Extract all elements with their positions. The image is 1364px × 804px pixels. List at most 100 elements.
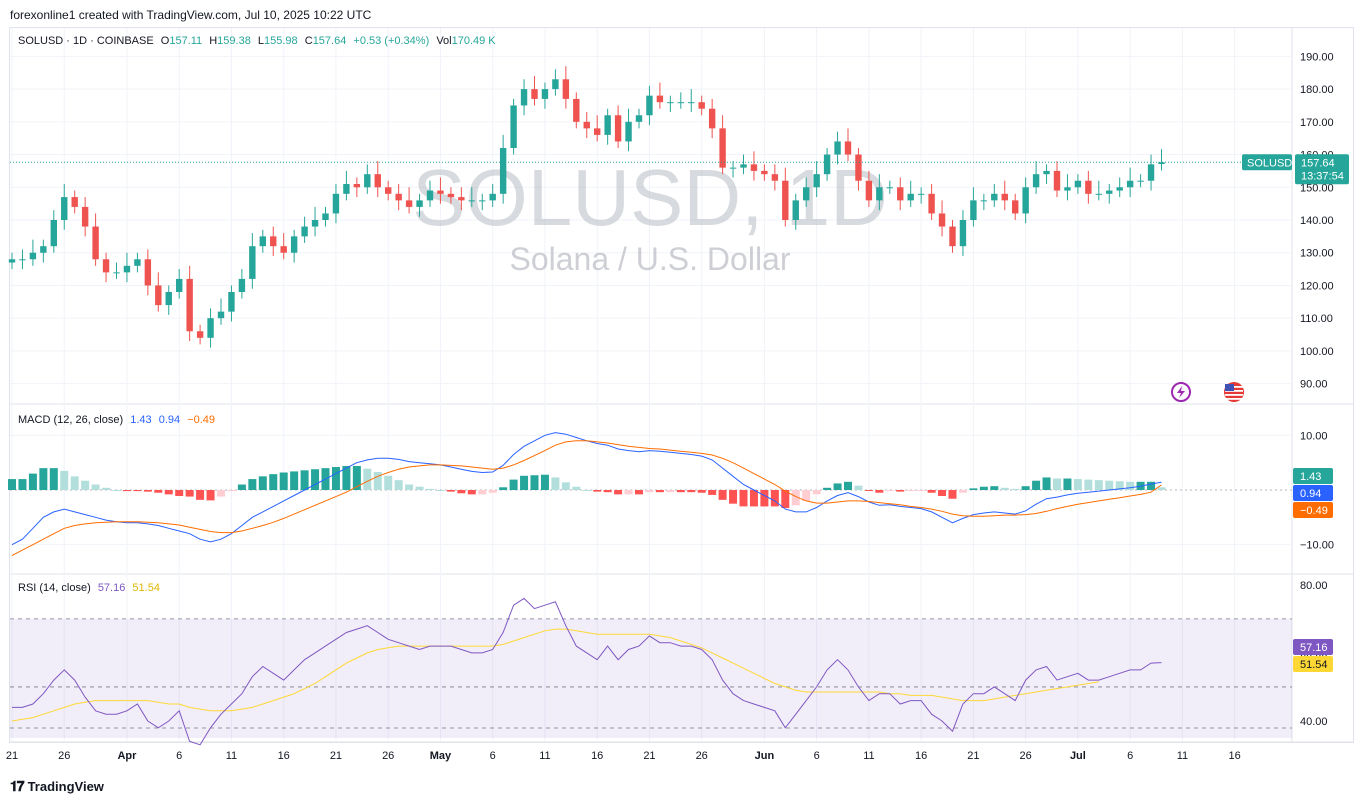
macd-tag-value: 1.43 (1300, 471, 1321, 483)
candle-body (437, 190, 444, 194)
macd-histogram-bar (102, 487, 111, 490)
macd-histogram-bar (185, 490, 194, 497)
macd-histogram-bar (509, 479, 518, 490)
macd-histogram-bar (1157, 487, 1166, 490)
legend-high-label: H (209, 35, 218, 47)
candle-body (886, 187, 893, 189)
macd-histogram-bar (938, 490, 947, 497)
candle-body (541, 89, 549, 99)
legend-close-label: C (304, 35, 313, 47)
candle-body (92, 226, 99, 260)
lightning-icon (1171, 382, 1191, 402)
candle-body (635, 115, 643, 122)
price-tick-label: 170.00 (1300, 117, 1334, 129)
macd-histogram-bar (979, 486, 988, 490)
candle-body (259, 236, 266, 247)
candle-body (196, 331, 204, 338)
macd-histogram-bar (49, 468, 58, 490)
candle-body (980, 200, 988, 202)
candle-body (750, 164, 758, 171)
candle-body (301, 226, 308, 237)
macd-histogram-bar (844, 481, 852, 490)
legend-symbol[interactable]: SOLUSD · 1D · COINBASE (18, 35, 154, 47)
symbol-tag-text: SOLUSD (1247, 157, 1292, 169)
candle-body (520, 89, 528, 106)
macd-histogram-bar (28, 473, 37, 490)
macd-histogram-bar (854, 485, 863, 490)
macd-histogram-bar (990, 486, 999, 490)
rsi-tag-bg (1293, 639, 1333, 655)
candle-body (573, 98, 580, 122)
candle-body (322, 213, 329, 220)
candle-body (677, 102, 684, 104)
macd-histogram-bar (927, 490, 936, 493)
macd-histogram-bar (352, 465, 361, 490)
macd-histogram-bar (269, 474, 278, 490)
x-tick-label: 11 (539, 750, 550, 762)
x-tick-label: 16 (915, 750, 927, 762)
x-tick-label: 11 (1177, 750, 1188, 762)
candle-body (50, 220, 57, 247)
candle-body (155, 285, 162, 306)
candle-body (479, 200, 486, 202)
macd-histogram-bar (614, 490, 623, 495)
macd-histogram-bar (969, 488, 978, 490)
candle-body (71, 197, 78, 207)
rsi-legend-name[interactable]: RSI (14, close) (18, 582, 91, 594)
x-tick-label: 6 (1127, 750, 1133, 762)
macd-legend-name[interactable]: MACD (12, 26, close) (18, 414, 124, 426)
macd-histogram-bar (1021, 486, 1030, 490)
candle-body (865, 180, 873, 201)
macd-histogram-bar (917, 490, 926, 492)
macd-histogram-bar (300, 470, 309, 490)
candle-body (991, 193, 998, 201)
macd-histogram-bar (112, 490, 121, 491)
macd-histogram-bar (1126, 481, 1135, 490)
macd-histogram-bar (1147, 481, 1156, 490)
macd-histogram-bar (227, 490, 236, 492)
macd-histogram-bar (133, 490, 142, 492)
macd-histogram-bar (18, 479, 27, 490)
candle-body (385, 187, 392, 194)
candle-body (249, 246, 256, 279)
x-tick-label: May (430, 750, 452, 762)
macd-histogram-bar (906, 490, 915, 492)
macd-histogram-bar (1000, 487, 1009, 490)
macd-histogram-bar (331, 467, 340, 490)
candle-body (625, 121, 632, 142)
candle-body (594, 128, 601, 135)
macd-histogram-bar (676, 490, 685, 493)
lightning-icon-bolt (1177, 386, 1185, 398)
candle-body (813, 174, 820, 188)
rsi-tick-label: 80.00 (1300, 580, 1328, 592)
macd-histogram-bar (478, 490, 487, 495)
macd-histogram-bar (60, 470, 69, 490)
macd-histogram-bar (206, 490, 215, 501)
candle-body (782, 180, 789, 220)
macd-histogram-bar (196, 490, 205, 500)
footer-brand[interactable]: 𝟏𝟕 TradingView (10, 778, 104, 795)
candle-body (458, 197, 465, 201)
macd-histogram-bar (394, 480, 403, 490)
macd-histogram-bar (39, 468, 48, 490)
candle-body (332, 193, 340, 214)
candle-body (1012, 200, 1019, 214)
candle-body (61, 197, 68, 220)
x-tick-label: 21 (6, 750, 18, 762)
macd-histogram-bar (760, 490, 769, 507)
macd-histogram-bar (645, 490, 654, 493)
macd-histogram-bar (426, 488, 434, 490)
candle-body (552, 79, 559, 90)
candle-body (1126, 180, 1134, 188)
rsi-tick-label: 40.00 (1300, 716, 1328, 728)
x-tick-label: 11 (226, 750, 237, 762)
macd-histogram-bar (958, 490, 967, 493)
macd-histogram-bar (175, 490, 184, 497)
footer-brand-text: TradingView (27, 779, 104, 794)
macd-histogram-bar (1032, 480, 1041, 490)
macd-histogram-bar (122, 490, 131, 492)
macd-histogram-bar (1011, 488, 1020, 490)
macd-line (11, 432, 1162, 546)
